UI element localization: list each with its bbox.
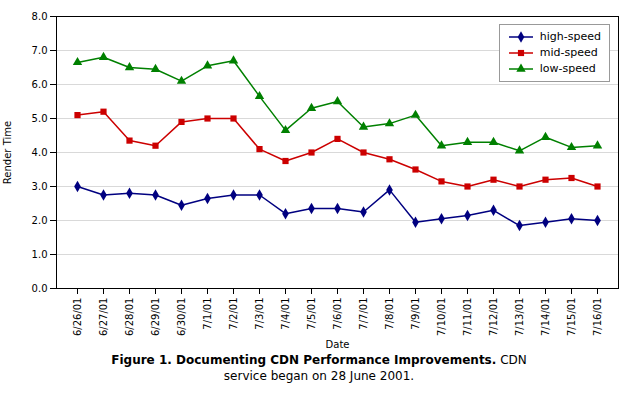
svg-text:7/7/01: 7/7/01 [358, 298, 369, 330]
svg-text:7/10/01: 7/10/01 [436, 298, 447, 337]
svg-text:7/15/01: 7/15/01 [566, 298, 577, 337]
svg-text:Render Time: Render Time [2, 121, 13, 184]
svg-text:7/16/01: 7/16/01 [592, 298, 603, 337]
svg-text:7/3/01: 7/3/01 [254, 298, 265, 330]
svg-text:6/26/01: 6/26/01 [72, 298, 83, 337]
svg-text:6.0: 6.0 [32, 79, 48, 90]
svg-text:7/13/01: 7/13/01 [514, 298, 525, 337]
svg-text:7/14/01: 7/14/01 [540, 298, 551, 337]
svg-text:6/29/01: 6/29/01 [150, 298, 161, 337]
svg-text:4.0: 4.0 [32, 147, 48, 158]
html-text:high-speed: high-speed [539, 30, 601, 43]
svg-text:3.0: 3.0 [32, 181, 48, 192]
html-text:low-speed: low-speed [539, 62, 596, 75]
svg-text:5.0: 5.0 [32, 113, 48, 124]
html-text:mid-speed: mid-speed [539, 46, 598, 59]
html-text:service began on 28 June 2001.: service began on 28 June 2001. [223, 369, 415, 383]
svg-text:7/5/01: 7/5/01 [306, 298, 317, 330]
svg-text:0.0: 0.0 [32, 283, 48, 294]
svg-text:7/8/01: 7/8/01 [384, 298, 395, 330]
svg-text:7.0: 7.0 [32, 45, 48, 56]
html-text:Figure 1. Documenting CDN Perf: Figure 1. Documenting CDN Performance Im… [111, 353, 527, 367]
svg-text:7/6/01: 7/6/01 [332, 298, 343, 330]
svg-text:2.0: 2.0 [32, 215, 48, 226]
svg-text:7/1/01: 7/1/01 [202, 298, 213, 330]
svg-text:7/11/01: 7/11/01 [462, 298, 473, 337]
svg-text:8.0: 8.0 [32, 11, 48, 22]
svg-text:7/9/01: 7/9/01 [410, 298, 421, 330]
svg-text:1.0: 1.0 [32, 249, 48, 260]
svg-text:7/2/01: 7/2/01 [228, 298, 239, 330]
svg-text:Date: Date [326, 339, 350, 350]
svg-text:6/27/01: 6/27/01 [98, 298, 109, 337]
svg-text:6/28/01: 6/28/01 [124, 298, 135, 337]
svg-text:7/4/01: 7/4/01 [280, 298, 291, 330]
svg-text:6/30/01: 6/30/01 [176, 298, 187, 337]
svg-text:7/12/01: 7/12/01 [488, 298, 499, 337]
